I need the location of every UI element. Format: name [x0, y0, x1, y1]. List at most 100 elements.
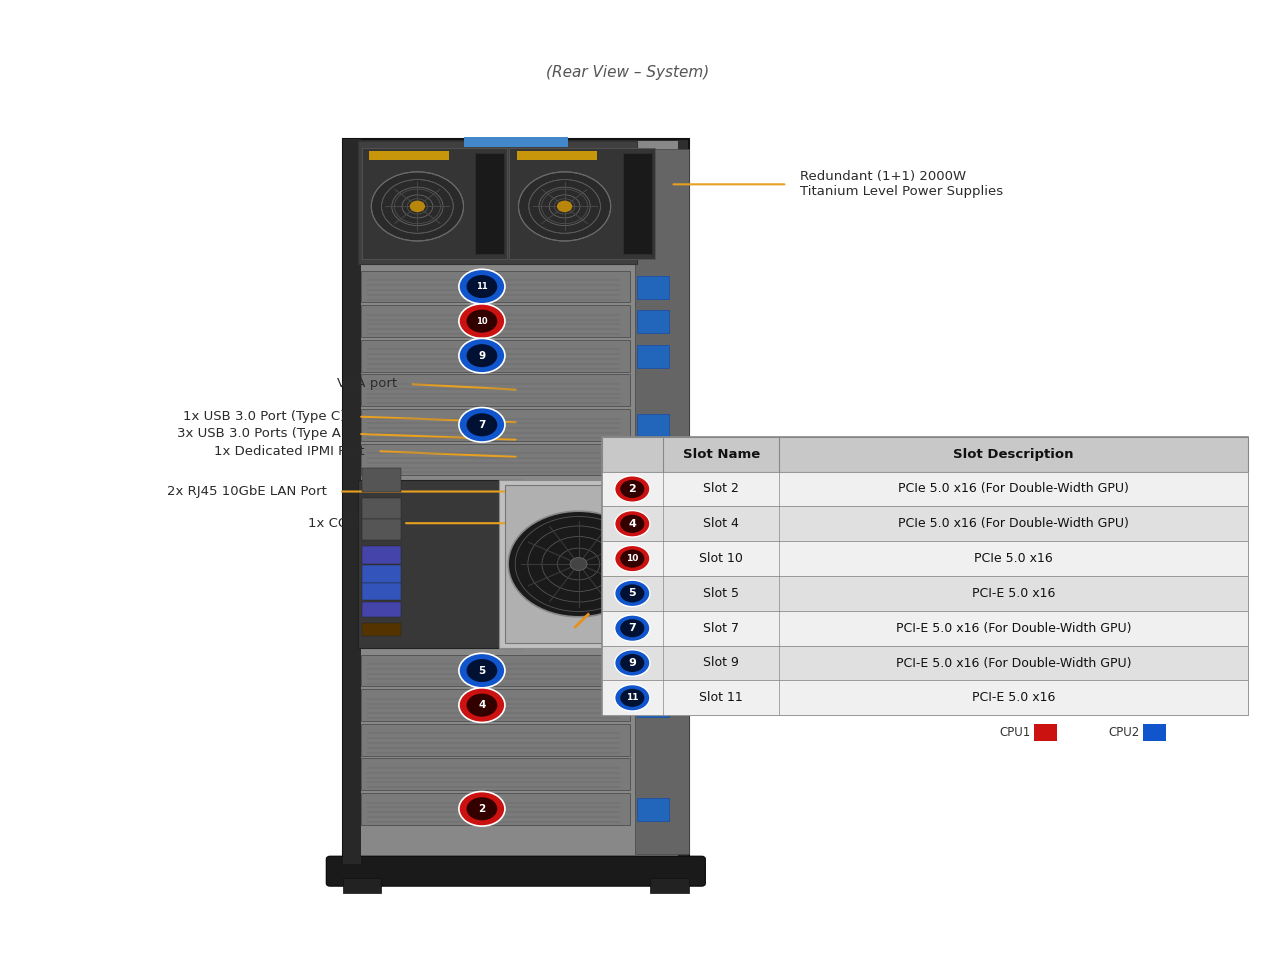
Text: Slot 10: Slot 10 [699, 552, 744, 565]
Text: PCIe 5.0 x16 (For Double-Width GPU): PCIe 5.0 x16 (For Double-Width GPU) [899, 517, 1129, 530]
FancyBboxPatch shape [326, 856, 705, 886]
Circle shape [460, 653, 506, 687]
Bar [358, 141, 637, 264]
Bar [602, 541, 1248, 576]
Text: 9: 9 [479, 350, 485, 361]
Bar [637, 798, 669, 821]
Text: 11: 11 [476, 282, 488, 291]
Bar [361, 655, 630, 686]
Bar [637, 660, 669, 683]
Bar [362, 623, 401, 636]
Circle shape [467, 659, 498, 682]
Text: Slot 9: Slot 9 [703, 657, 739, 669]
Text: VGA port: VGA port [337, 377, 397, 391]
Bar [602, 471, 1248, 507]
Bar [602, 611, 1248, 645]
Circle shape [467, 797, 498, 820]
Text: 1x COM Port: 1x COM Port [308, 516, 390, 530]
Text: PCI-E 5.0 x16: PCI-E 5.0 x16 [972, 587, 1056, 600]
Bar [637, 414, 669, 437]
Circle shape [614, 615, 650, 641]
Bar [517, 151, 596, 160]
Circle shape [467, 414, 498, 436]
Circle shape [614, 580, 650, 607]
Bar [602, 576, 1248, 611]
Circle shape [518, 172, 611, 241]
Text: 5: 5 [628, 588, 636, 598]
Bar [362, 565, 401, 583]
Text: 10: 10 [476, 317, 488, 325]
Circle shape [508, 511, 649, 617]
Bar [637, 345, 669, 368]
Text: 3x USB 3.0 Ports (Type A): 3x USB 3.0 Ports (Type A) [177, 427, 346, 441]
Bar [1143, 724, 1166, 741]
Circle shape [460, 791, 506, 826]
Text: 4: 4 [628, 518, 636, 529]
Text: PCI-E 5.0 x16: PCI-E 5.0 x16 [972, 691, 1056, 705]
Bar [361, 689, 630, 721]
Text: 5: 5 [479, 665, 485, 676]
Bar [475, 153, 504, 254]
Text: PCIe 5.0 x16: PCIe 5.0 x16 [974, 552, 1053, 565]
Bar [602, 437, 1248, 471]
Text: CPU1: CPU1 [1000, 726, 1030, 739]
Bar [362, 519, 401, 540]
Bar [362, 498, 401, 519]
Text: Slot Description: Slot Description [954, 447, 1074, 461]
Bar [358, 141, 678, 862]
Text: 7: 7 [628, 623, 636, 634]
Text: Slot 2: Slot 2 [703, 483, 739, 495]
Circle shape [621, 515, 644, 533]
Bar [637, 276, 669, 299]
Circle shape [460, 408, 506, 442]
Bar [509, 148, 654, 259]
Text: Slot Name: Slot Name [682, 447, 760, 461]
Text: 2x RJ45 10GbE LAN Port: 2x RJ45 10GbE LAN Port [166, 485, 326, 498]
Text: 2: 2 [628, 484, 636, 494]
Bar [361, 340, 630, 372]
Bar [650, 878, 689, 893]
Circle shape [467, 276, 498, 298]
Circle shape [460, 687, 506, 722]
Text: (Rear View – System): (Rear View – System) [545, 64, 709, 80]
Circle shape [614, 684, 650, 711]
Bar [361, 374, 630, 406]
Circle shape [570, 558, 588, 570]
Bar [362, 468, 401, 492]
Bar [361, 758, 630, 790]
Text: 7: 7 [479, 420, 485, 430]
Circle shape [621, 688, 644, 707]
Circle shape [614, 545, 650, 572]
Bar [361, 724, 630, 756]
Bar [362, 602, 401, 617]
Circle shape [460, 339, 506, 373]
Bar [622, 153, 652, 254]
Bar [362, 148, 507, 259]
Text: 10: 10 [626, 554, 639, 564]
Text: Redundant (1+1) 2000W
Titanium Level Power Supplies: Redundant (1+1) 2000W Titanium Level Pow… [800, 170, 1004, 199]
Circle shape [460, 303, 506, 339]
Bar [637, 310, 669, 333]
Bar [343, 139, 361, 864]
Circle shape [467, 309, 498, 333]
Bar [370, 151, 449, 160]
Circle shape [621, 619, 644, 637]
Bar [361, 793, 630, 825]
Circle shape [410, 201, 425, 212]
Circle shape [621, 654, 644, 672]
Bar [499, 480, 658, 648]
Circle shape [467, 693, 498, 716]
Bar [361, 305, 630, 337]
Bar [362, 546, 401, 564]
Text: Slot 4: Slot 4 [703, 517, 739, 530]
Text: 4: 4 [479, 700, 485, 710]
Bar [602, 681, 1248, 715]
Text: Slot 5: Slot 5 [703, 587, 739, 600]
Text: Rear CPU Fan: Rear CPU Fan [800, 473, 888, 487]
Text: 11: 11 [626, 693, 639, 703]
Bar [358, 141, 678, 862]
Bar [602, 645, 1248, 681]
Circle shape [467, 345, 498, 368]
Bar [465, 137, 568, 147]
Bar [361, 444, 630, 475]
